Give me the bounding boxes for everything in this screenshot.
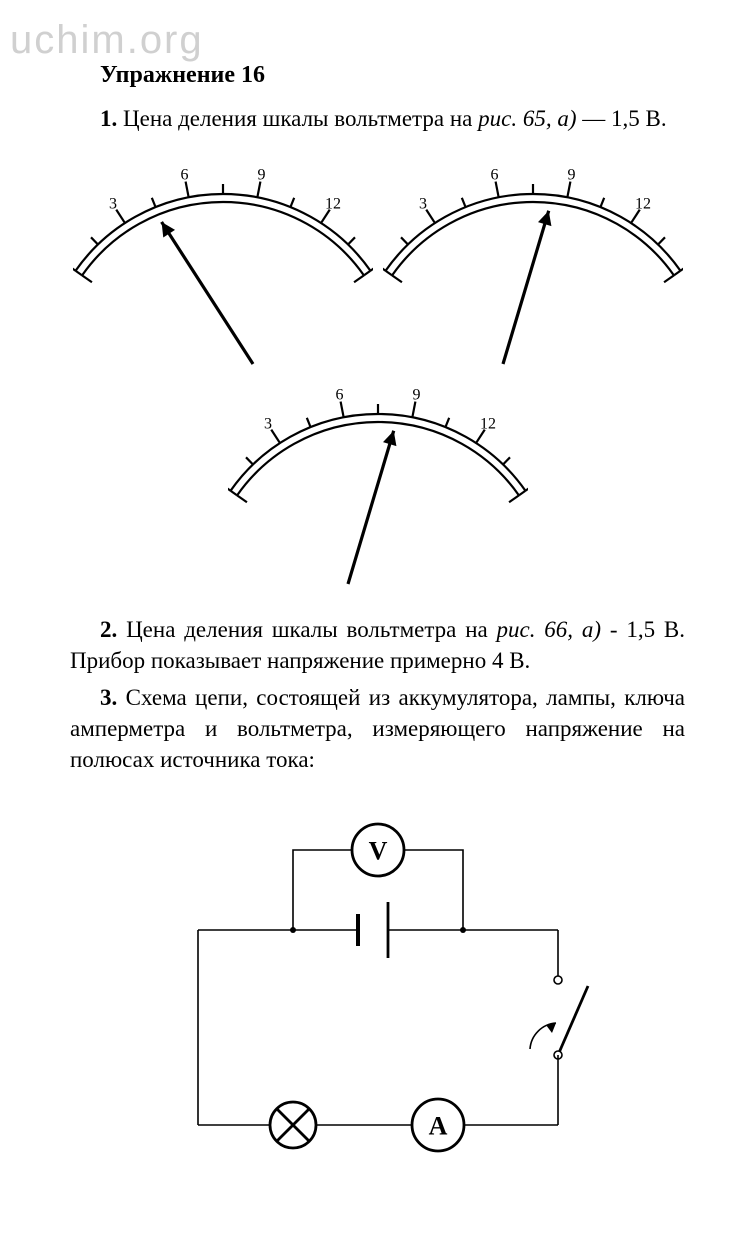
watermark: uchim.org: [10, 18, 204, 63]
page: uchim.org Упражнение 16 1. Цена деления …: [0, 0, 735, 1247]
circuit-diagram: VA: [163, 805, 593, 1165]
svg-text:3: 3: [108, 195, 116, 212]
svg-text:6: 6: [335, 386, 343, 403]
p3-num: 3.: [100, 685, 117, 710]
paragraph-2: 2. Цена деления шкалы вольтметра на рис.…: [70, 614, 685, 676]
p1-ref: рис. 65, а): [478, 106, 576, 131]
svg-text:3: 3: [418, 195, 426, 212]
circuit-wrapper: VA: [70, 805, 685, 1165]
voltmeter-gauge-3: 03691215: [228, 364, 528, 594]
svg-text:12: 12: [635, 195, 651, 212]
gauges-row-bottom: 03691215: [70, 364, 685, 594]
paragraph-3: 3. Схема цепи, состоящей из аккумулятора…: [70, 682, 685, 775]
exercise-title: Упражнение 16: [100, 62, 685, 89]
svg-text:9: 9: [412, 386, 420, 403]
p1-text2: — 1,5 В.: [577, 106, 667, 131]
svg-text:6: 6: [180, 166, 188, 183]
p2-text1: Цена деления шкалы вольтметра на: [117, 617, 496, 642]
p1-text1: Цена деления шкалы вольтметра на: [117, 106, 478, 131]
svg-text:9: 9: [257, 166, 265, 183]
p1-num: 1.: [100, 106, 117, 131]
p2-num: 2.: [100, 617, 117, 642]
voltmeter-gauge-2: 03691215: [383, 144, 683, 374]
svg-text:9: 9: [567, 166, 575, 183]
p2-ref: рис. 66, а): [497, 617, 602, 642]
svg-text:A: A: [428, 1112, 447, 1141]
svg-text:V: V: [368, 837, 387, 866]
paragraph-1: 1. Цена деления шкалы вольтметра на рис.…: [70, 103, 685, 134]
voltmeter-gauge-1: 03691215: [73, 144, 373, 374]
svg-text:3: 3: [263, 415, 271, 432]
svg-text:6: 6: [490, 166, 498, 183]
p3-text: Схема цепи, состоящей из аккумулятора, л…: [70, 685, 685, 772]
svg-text:12: 12: [325, 195, 341, 212]
svg-text:12: 12: [480, 415, 496, 432]
gauges-row-top: 03691215 03691215: [70, 144, 685, 374]
